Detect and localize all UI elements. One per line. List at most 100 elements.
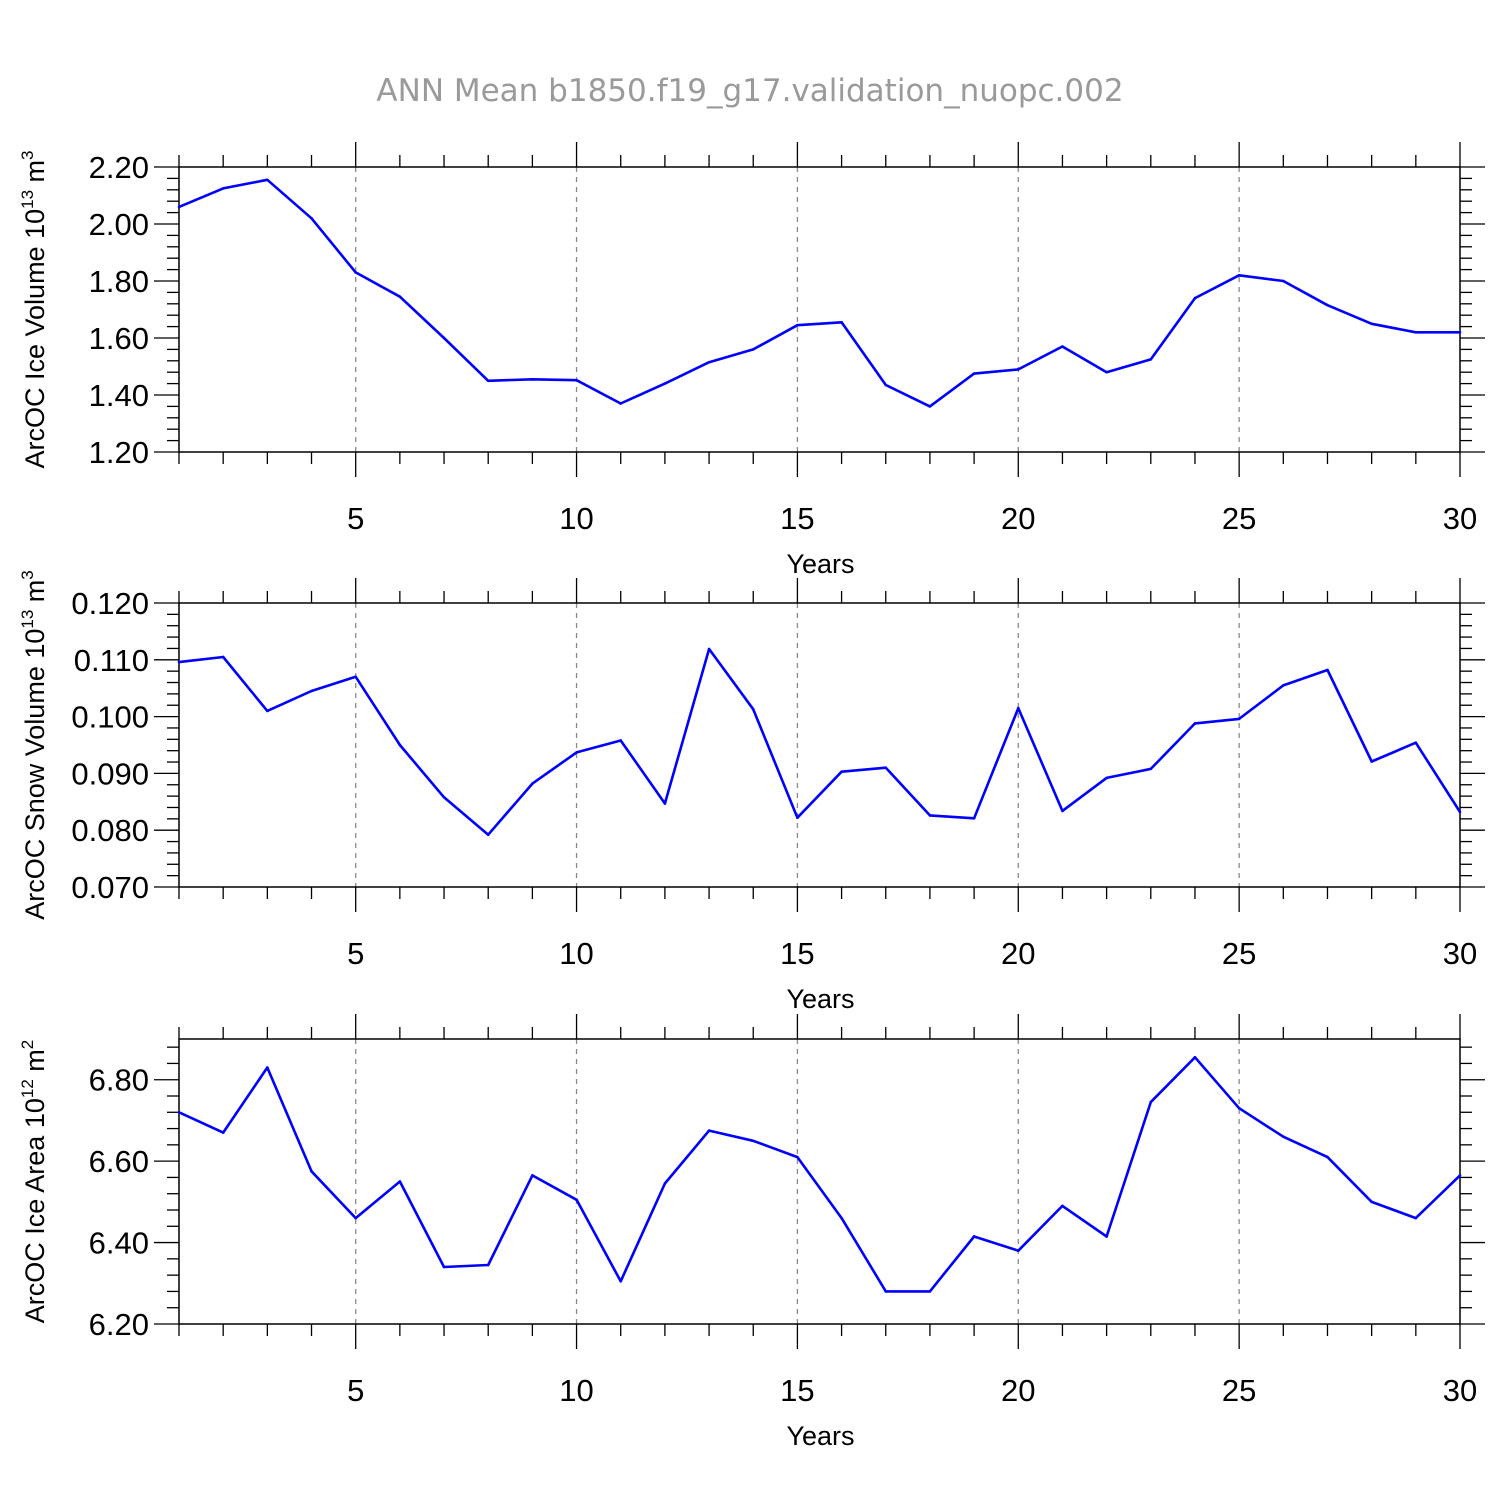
y-tick-label: 6.60 [89, 1144, 149, 1179]
series-line [178, 1056, 1461, 1293]
data-point [531, 782, 534, 785]
data-point [1414, 741, 1418, 745]
y-axis-label-part: m [20, 160, 50, 190]
data-point [619, 739, 623, 742]
data-point [354, 271, 357, 274]
panel-1: 1.20 1.40 1.60 1.80 2.00 2.20 5 10 15 20 25 30 Years… [18, 142, 1485, 579]
data-point [486, 1263, 490, 1267]
x-tick-label: 10 [559, 936, 593, 971]
data-point [619, 402, 623, 405]
y-axis-label-sup: 13 [18, 610, 37, 629]
data-point [972, 372, 976, 375]
series-line [178, 178, 1460, 408]
data-point [1370, 1200, 1373, 1204]
data-point [619, 1279, 623, 1283]
x-tick-label: 10 [559, 1373, 593, 1408]
x-tick-label: 15 [780, 1373, 814, 1408]
data-point [1016, 1249, 1020, 1253]
data-point [1061, 809, 1064, 813]
data-point [1370, 760, 1373, 763]
y-tick-label: 0.100 [71, 700, 149, 735]
data-point [310, 1170, 313, 1173]
x-tick-label: 5 [347, 936, 364, 971]
data-point [486, 833, 490, 837]
data-point [1149, 767, 1153, 771]
data-point [1237, 717, 1241, 721]
data-point [884, 383, 888, 387]
data-point [707, 360, 711, 364]
data-point [1237, 274, 1241, 277]
x-tick-label: 10 [559, 501, 593, 536]
data-point [663, 802, 667, 805]
data-point [663, 382, 667, 385]
data-point [663, 1182, 667, 1185]
x-tick-label: 25 [1222, 501, 1256, 536]
data-point [575, 1198, 578, 1202]
data-point [442, 336, 446, 340]
data-point [1326, 668, 1329, 672]
data-point [928, 405, 932, 408]
x-tick-label: 15 [780, 936, 814, 971]
data-point [486, 379, 490, 383]
data-point [751, 707, 755, 711]
y-axis-label-sup: 13 [18, 190, 37, 209]
y-axis-label-sup: 12 [18, 1079, 37, 1098]
data-point [840, 1216, 843, 1220]
data-point [398, 295, 402, 298]
data-point [221, 655, 225, 659]
x-axis-label: Years [786, 1421, 854, 1451]
y-tick-label: 1.80 [89, 264, 149, 299]
data-point [177, 1110, 181, 1114]
data-point [354, 1216, 357, 1220]
y-tick-label: 1.20 [89, 435, 149, 470]
data-point [1326, 1155, 1329, 1159]
y-tick-label: 1.40 [89, 378, 149, 413]
data-point [1370, 322, 1373, 326]
data-point [1282, 1135, 1285, 1139]
data-point [796, 1155, 799, 1159]
data-point [575, 378, 578, 382]
data-point [442, 795, 446, 799]
data-point [1193, 1056, 1197, 1059]
y-tick-label: 0.110 [74, 643, 149, 678]
y-tick-label: 0.120 [71, 586, 149, 621]
x-tick-label: 30 [1443, 501, 1477, 536]
y-tick-label: 6.20 [89, 1307, 149, 1342]
data-point [1105, 1235, 1108, 1238]
data-point [1414, 331, 1418, 334]
y-axis-label-part: m [20, 1049, 50, 1079]
data-point [1458, 331, 1462, 334]
panels: 1.201.401.601.802.002.205 10 15 20 25 30Years… [18, 142, 1485, 1451]
data-point [1016, 368, 1020, 371]
y-tick-label: 6.40 [89, 1226, 149, 1261]
x-tick-label: 30 [1443, 1373, 1477, 1408]
x-tick-label: 25 [1222, 936, 1256, 971]
data-point [707, 1129, 711, 1132]
data-point [266, 1066, 269, 1069]
data-point [840, 321, 843, 324]
data-point [796, 323, 799, 327]
data-point [266, 178, 269, 182]
x-tick-label: 15 [780, 501, 814, 536]
y-tick-label: 2.20 [89, 150, 149, 185]
data-point [266, 709, 269, 713]
data-point [310, 689, 313, 693]
chart-title: ANN Mean b1850.f19_g17.validation_nuopc.… [376, 73, 1123, 109]
data-point [972, 816, 976, 820]
x-tick-label: 30 [1443, 936, 1477, 971]
y-tick-label: 2.00 [89, 207, 149, 242]
y-axis-label-part: ArcOC Ice Area 10 [20, 1098, 50, 1323]
y-axis-label-part: ArcOC Ice Volume 10 [20, 209, 50, 469]
y-axis-label-part: m [20, 580, 50, 610]
data-point [1237, 1106, 1241, 1110]
data-point [972, 1235, 976, 1238]
y-tick-label: 0.080 [71, 813, 149, 848]
data-point [1193, 296, 1197, 300]
data-point [442, 1265, 446, 1269]
y-axis-label-sup: 3 [18, 150, 37, 159]
y-axis-label-sup: 2 [18, 1040, 37, 1049]
data-point [1326, 303, 1329, 307]
x-axis-label: Years [786, 984, 854, 1014]
x-tick-label: 20 [1001, 936, 1035, 971]
